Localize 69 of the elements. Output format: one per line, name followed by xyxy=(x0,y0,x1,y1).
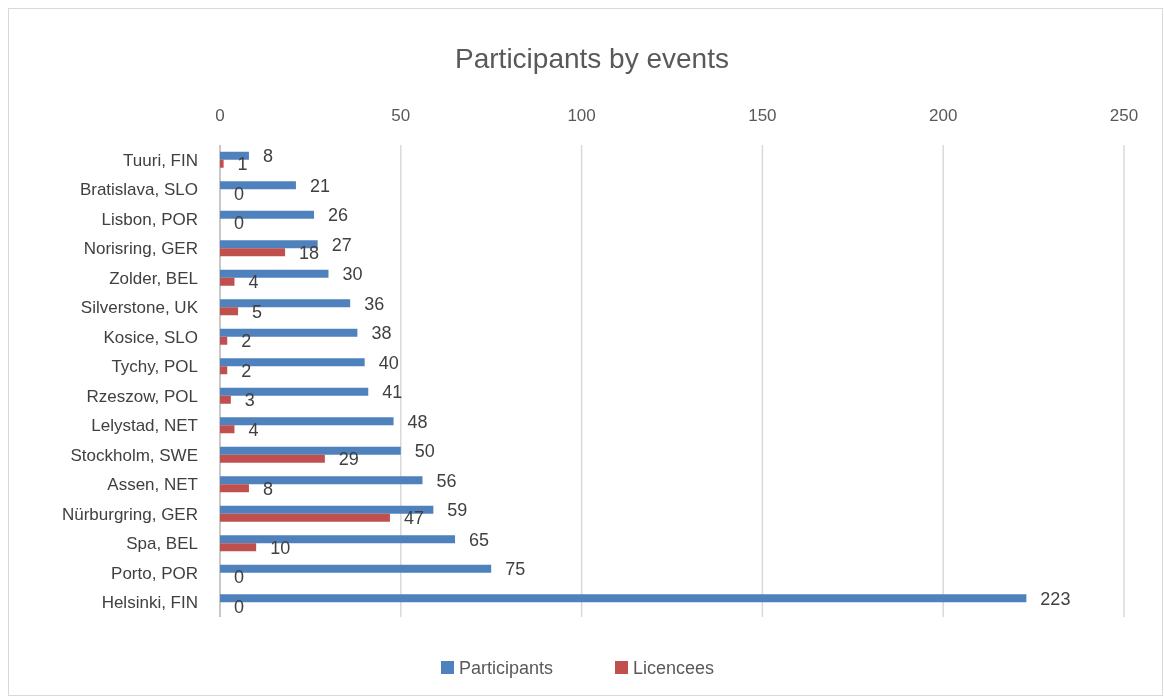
bar xyxy=(220,159,224,168)
bar xyxy=(220,307,239,316)
data-label: 21 xyxy=(309,175,330,196)
x-tick-label: 250 xyxy=(1109,105,1139,125)
data-label: 65 xyxy=(469,529,490,550)
data-label: 36 xyxy=(364,293,385,314)
legend-label: Participants xyxy=(459,658,554,679)
x-tick-label: 0 xyxy=(215,105,225,125)
data-label: 56 xyxy=(436,470,457,491)
data-label: 38 xyxy=(371,323,392,344)
data-label: 48 xyxy=(407,411,428,432)
data-label: 30 xyxy=(342,264,363,285)
y-tick-label: Stockholm, SWE xyxy=(70,445,198,465)
y-tick-label: Helsinki, FIN xyxy=(101,593,198,613)
data-label: 4 xyxy=(248,272,259,293)
data-label: 2 xyxy=(241,331,252,352)
y-tick-label: Tychy, POL xyxy=(111,357,198,377)
y-tick-label: Spa, BEL xyxy=(126,534,198,554)
bar xyxy=(220,454,325,463)
x-tick-label: 50 xyxy=(391,105,411,125)
data-label: 5 xyxy=(252,301,263,322)
bar xyxy=(220,425,235,434)
data-label: 40 xyxy=(378,352,399,373)
data-label: 0 xyxy=(234,567,245,588)
data-label: 29 xyxy=(338,449,359,470)
bar xyxy=(220,395,231,404)
y-tick-label: Rzeszow, POL xyxy=(86,386,198,406)
y-tick-label: Bratislava, SLO xyxy=(79,180,198,200)
bar xyxy=(220,513,390,522)
data-label: 1 xyxy=(237,154,248,175)
data-label: 8 xyxy=(262,478,273,499)
x-tick-label: 200 xyxy=(929,105,958,125)
y-tick-label: Tuuri, FIN xyxy=(123,150,198,170)
data-label: 75 xyxy=(505,559,526,580)
y-tick-label: Zolder, BEL xyxy=(109,268,198,288)
data-label: 2 xyxy=(241,360,252,381)
x-tick-label: 100 xyxy=(567,105,596,125)
bar xyxy=(220,277,235,286)
bar xyxy=(220,484,249,493)
bar xyxy=(220,248,286,257)
y-tick-label: Porto, POR xyxy=(111,563,198,583)
data-label: 0 xyxy=(234,596,245,617)
data-label: 3 xyxy=(244,390,255,411)
data-label: 26 xyxy=(328,205,349,226)
data-label: 8 xyxy=(262,146,273,167)
data-label: 4 xyxy=(248,419,259,440)
y-tick-label: Lisbon, POR xyxy=(101,209,198,229)
data-label: 223 xyxy=(1040,588,1071,609)
y-tick-label: Nürburgring, GER xyxy=(61,504,198,524)
y-tick-label: Norisring, GER xyxy=(83,239,198,259)
data-label: 41 xyxy=(382,382,403,403)
data-label: 50 xyxy=(414,441,435,462)
data-label: 18 xyxy=(299,242,320,263)
bar xyxy=(220,543,257,552)
x-tick-label: 150 xyxy=(748,105,777,125)
chart-title: Participants by events xyxy=(455,42,729,74)
data-label: 47 xyxy=(403,508,424,529)
bar xyxy=(220,366,228,375)
data-label: 0 xyxy=(234,213,245,234)
y-tick-label: Silverstone, UK xyxy=(80,298,199,318)
y-tick-label: Assen, NET xyxy=(107,475,198,495)
data-label: 27 xyxy=(331,234,352,255)
legend-label: Licencees xyxy=(633,658,715,679)
y-tick-label: Kosice, SLO xyxy=(103,327,198,347)
data-label: 59 xyxy=(447,500,468,521)
data-label: 10 xyxy=(270,537,291,558)
bar xyxy=(220,336,228,345)
data-label: 0 xyxy=(234,183,245,204)
y-tick-label: Lelystad, NET xyxy=(91,416,198,436)
